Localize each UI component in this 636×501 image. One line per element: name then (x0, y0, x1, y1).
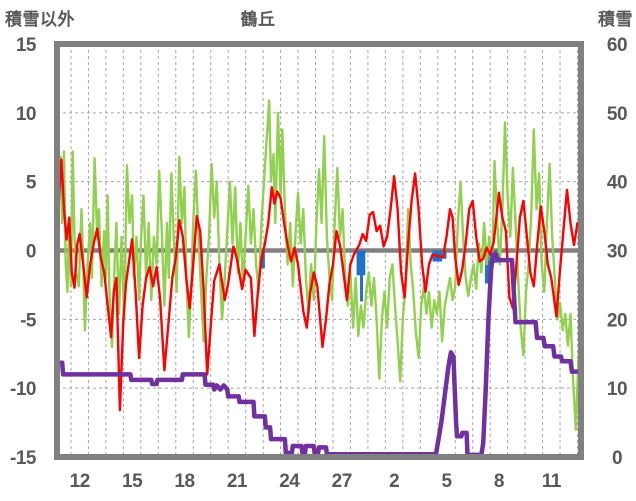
x-tick-label: 8 (494, 471, 504, 492)
blue-bar (260, 250, 265, 269)
x-tick-label: 27 (332, 471, 352, 492)
x-tick-label: 12 (70, 471, 90, 492)
purple-line (54, 252, 584, 458)
right-tick-label: 50 (607, 104, 627, 125)
blue-bar (484, 250, 492, 284)
right-tick-label: 20 (607, 310, 627, 331)
x-tick-label: 24 (279, 471, 300, 492)
x-tick-label: 2 (389, 471, 399, 492)
blue-bar (443, 250, 447, 259)
left-tick-label: -5 (20, 310, 37, 331)
left-tick-label: 10 (16, 104, 36, 125)
right-tick-label: 60 (607, 35, 627, 56)
plot-border (54, 41, 584, 460)
x-tick-label: 21 (227, 471, 248, 492)
left-tick-label: 5 (26, 173, 37, 194)
left-tick-label: 15 (16, 35, 37, 56)
x-tick-label: 11 (542, 471, 562, 492)
left-tick-label: -15 (10, 448, 37, 469)
right-tick-label: 0 (612, 448, 622, 469)
right-tick-label: 30 (607, 242, 627, 263)
right-tick-label: 10 (607, 379, 627, 400)
chart-title: 鶴丘 (240, 10, 276, 29)
x-tick-label: 5 (441, 471, 452, 492)
right-tick-label: 40 (607, 173, 627, 194)
red-line (55, 158, 583, 412)
left-tick-label: -10 (10, 379, 36, 400)
blue-bar (360, 250, 364, 302)
x-tick-label: 15 (122, 471, 143, 492)
left-axis-title: 積雪以外 (5, 10, 75, 29)
green-line (55, 99, 583, 431)
left-tick-label: 0 (26, 242, 36, 263)
right-axis-title: 積雪 (598, 10, 633, 29)
x-tick-label: 18 (174, 471, 194, 492)
